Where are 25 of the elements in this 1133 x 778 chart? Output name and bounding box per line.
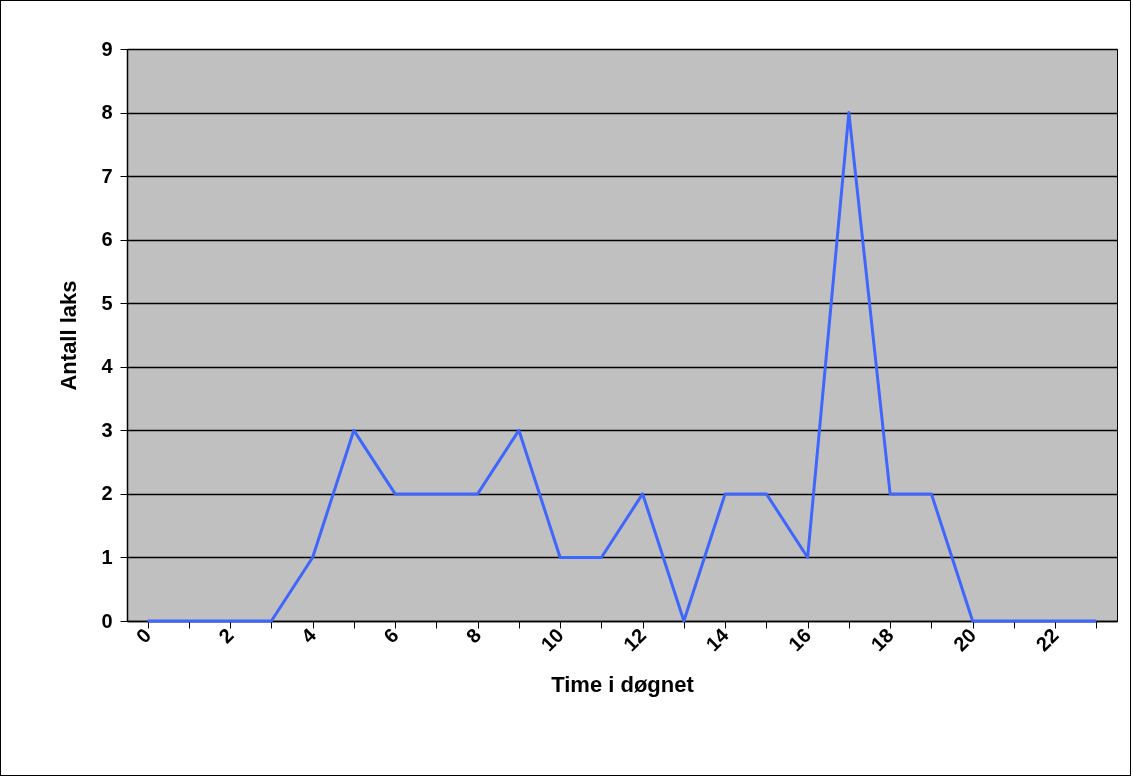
y-tick-label: 3 — [101, 418, 113, 441]
y-tick-label: 4 — [101, 355, 114, 378]
y-axis-title: Antall laks — [56, 280, 82, 391]
y-tick-label: 9 — [101, 37, 113, 60]
x-tick-label: 14 — [701, 623, 734, 656]
y-tick-label: 5 — [101, 291, 113, 314]
y-tick-label: 8 — [101, 101, 113, 124]
y-tick-label: 7 — [101, 164, 113, 187]
x-tick-label: 0 — [131, 624, 156, 648]
y-tick-label: 6 — [101, 228, 113, 251]
y-tick-label: 2 — [101, 482, 113, 505]
x-tick-label: 4 — [296, 623, 321, 648]
x-tick-label: 8 — [461, 624, 486, 648]
x-tick-label: 22 — [1031, 624, 1063, 656]
y-tick-label: 1 — [101, 545, 113, 568]
x-axis-title: Time i døgnet — [551, 672, 695, 698]
x-tick-label: 2 — [214, 624, 238, 648]
x-tick-label: 6 — [379, 624, 403, 648]
x-tick-label: 16 — [783, 624, 816, 656]
x-tick-label: 20 — [948, 624, 981, 656]
line-series — [146, 111, 1098, 623]
x-tick-label: 12 — [618, 624, 651, 656]
x-tick-label: 18 — [866, 624, 898, 656]
x-tick-label: 10 — [536, 624, 568, 656]
y-tick-label: 0 — [101, 609, 113, 632]
